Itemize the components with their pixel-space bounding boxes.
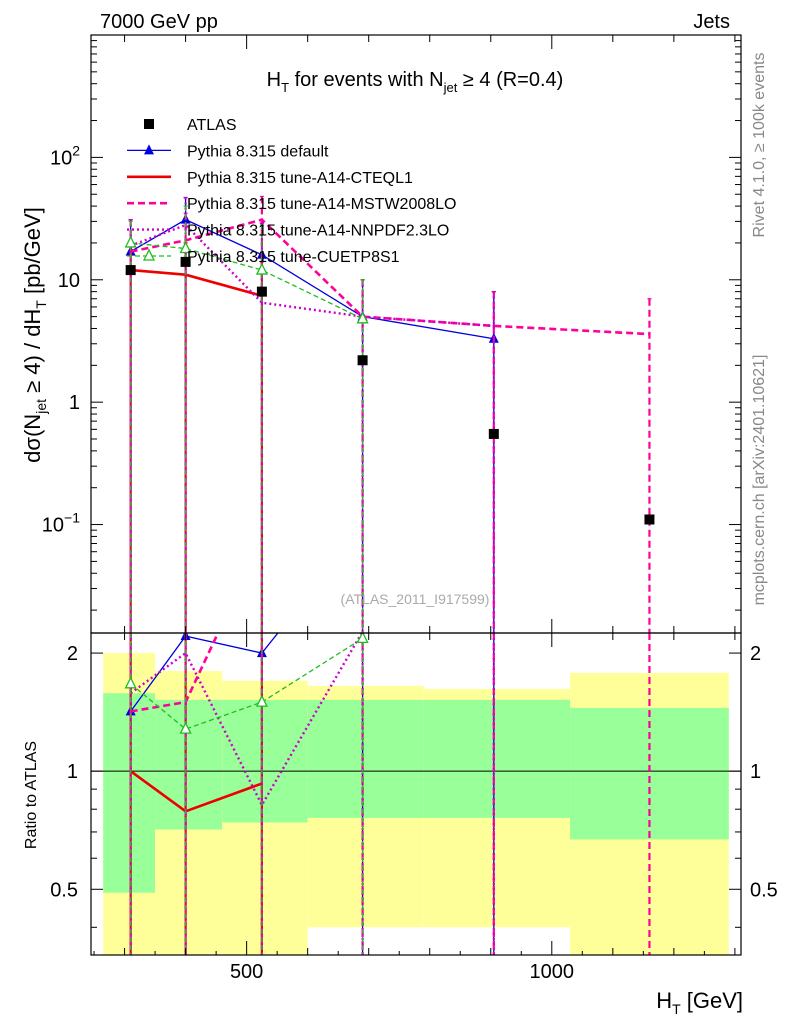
y-tick-label: 102 [50,142,80,169]
y-tick-label: 10 [58,270,80,292]
series-line [130,218,650,336]
header-right: Jets [693,11,730,33]
axes: 102 10 1 10−1 500 1000 0.5 0.5 1 1 2 2 [42,34,778,983]
analysis-watermark: (ATLAS_2011_I917599) [341,591,490,607]
ratio-y-tick-label: 1 [67,761,78,783]
legend: ATLAS Pythia 8.315 default Pythia 8.315 tu… [127,117,456,266]
data-point [255,262,268,275]
main-plot-area [124,195,655,633]
rivet-version-label: Rivet 4.1.0, ≥ 100k events [751,53,768,238]
green-band-bin [103,693,156,893]
ratio-series-line [130,637,363,730]
atlas-data-point [180,256,191,267]
x-axis-label: HT [GeV] [656,988,743,1017]
header-left: 7000 GeV pp [100,11,218,33]
green-band-bin [570,707,729,840]
main-y-axis-label: dσ(Njet ≥ 4) / dHT [pb/GeV] [20,207,49,463]
atlas-data-point [644,514,655,525]
x-tick-label: 1000 [530,961,575,983]
mcplots-source-label: mcplots.cern.ch [arXiv:2401.10621] [751,355,768,606]
ratio-series-line [130,633,364,713]
ratio-y-tick-label: 0.5 [50,879,78,901]
green-band-bin [222,699,308,823]
y-tick-label: 1 [69,392,80,414]
legend-label: Pythia 8.315 tune-A14-CTEQL1 [187,170,413,187]
series-line [130,268,263,298]
green-band-bin [423,699,571,818]
ratio-y-tick-label-right: 1 [750,761,761,783]
green-band-bin [307,699,424,818]
ratio-y-axis-label: Ratio to ATLAS [23,741,40,849]
legend-label: Pythia 8.315 tune-A14-MSTW2008LO [187,196,456,213]
ratio-point [179,721,192,734]
ratio-point [356,633,369,644]
ratio-y-tick-label-right: 0.5 [750,879,778,901]
atlas-data-point [488,428,499,439]
legend-marker [144,119,154,129]
atlas-data-point [256,286,267,297]
data-point [356,311,369,324]
x-tick-label: 500 [230,961,263,983]
chart-title: HT for events with Njet ≥ 4 (R=0.4) [267,69,564,95]
ratio-point [255,694,268,707]
ratio-uncertainty-bands [91,653,741,955]
data-point [492,324,496,328]
data-point [648,332,651,336]
data-point [260,301,264,304]
data-point [124,235,137,248]
ratio-series-line [129,633,364,808]
legend-marker [144,144,154,155]
ratio-y-tick-label-right: 2 [750,643,761,665]
legend-label: Pythia 8.315 tune-CUETP8S1 [187,249,400,266]
y-tick-label: 10−1 [42,510,80,537]
legend-marker [142,248,156,261]
atlas-data-point [357,355,368,366]
legend-label: Pythia 8.315 default [187,143,329,160]
ratio-frame [90,632,742,956]
atlas-data-point [125,265,136,276]
ratio-point [124,676,137,689]
series-line [130,242,363,320]
ratio-plot-area [124,633,651,955]
ratio-y-tick-label: 2 [67,643,78,665]
green-band-bin [155,699,223,830]
legend-label: ATLAS [187,117,237,134]
legend-label: Pythia 8.315 tune-A14-NNPDF2.3LO [187,223,449,240]
data-point [179,241,192,254]
data-point [260,218,264,221]
